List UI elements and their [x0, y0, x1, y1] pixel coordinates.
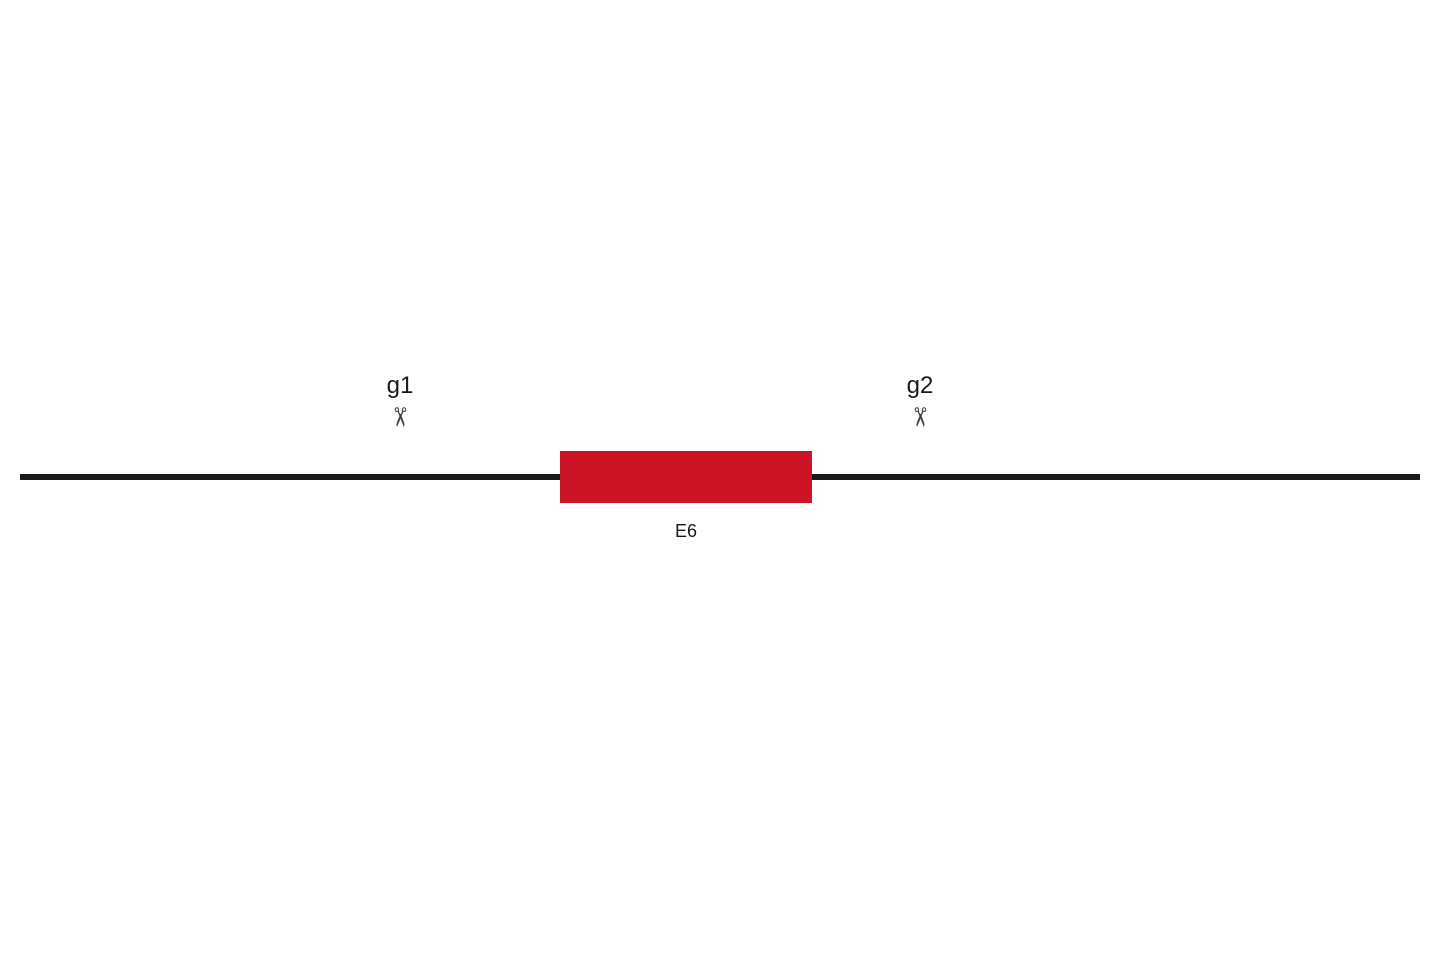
- exon-label: E6: [646, 521, 726, 542]
- scissors-icon: ✂: [907, 377, 933, 457]
- scissors-icon: ✂: [387, 377, 413, 457]
- exon-box-e6: [560, 451, 812, 503]
- gene-diagram: E6 g1 ✂ g2 ✂: [0, 0, 1440, 960]
